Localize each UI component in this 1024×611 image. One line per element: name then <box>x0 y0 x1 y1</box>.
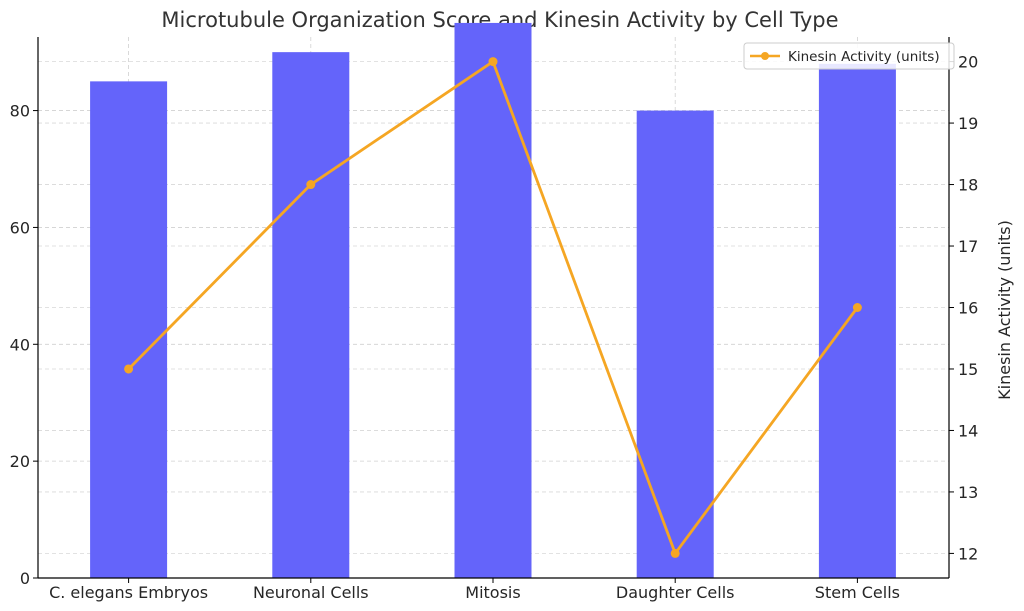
x-tick-label: C. elegans Embryos <box>49 583 208 602</box>
right-tick-label: 17 <box>958 237 978 256</box>
right-tick-label: 12 <box>958 544 978 563</box>
x-tick-label: Neuronal Cells <box>253 583 369 602</box>
bar <box>818 63 896 578</box>
right-y-ticks: 12 13 14 15 16 17 18 19 20 <box>949 53 978 563</box>
kinesin-point <box>488 57 498 67</box>
kinesin-point <box>670 548 680 558</box>
right-tick-label: 15 <box>958 360 978 379</box>
right-tick-label: 18 <box>958 176 978 195</box>
bar <box>454 22 532 578</box>
bar <box>636 110 714 579</box>
left-y-ticks: 0 20 40 60 80 <box>10 102 38 588</box>
x-tick-label: Daughter Cells <box>616 583 735 602</box>
legend-entry: Kinesin Activity (units) <box>788 49 940 65</box>
x-tick-label: Stem Cells <box>815 583 900 602</box>
legend-box <box>743 42 955 70</box>
bars <box>90 22 896 579</box>
right-tick-label: 13 <box>958 483 978 502</box>
right-axis-label: Kinesin Activity (units) <box>995 220 1014 400</box>
left-tick-label: 20 <box>10 452 30 471</box>
left-tick-label: 60 <box>10 218 30 237</box>
left-tick-label: 0 <box>20 569 30 588</box>
right-tick-label: 14 <box>958 421 978 440</box>
legend-marker <box>761 52 769 60</box>
right-tick-label: 16 <box>958 299 978 318</box>
x-ticks: C. elegans Embryos Neuronal Cells Mitosis D… <box>49 578 900 602</box>
bar <box>90 81 168 578</box>
x-tick-label: Mitosis <box>465 583 520 602</box>
right-tick-label: 20 <box>958 53 978 72</box>
kinesin-line-series <box>124 57 862 558</box>
kinesin-point <box>306 180 316 190</box>
left-tick-label: 80 <box>10 102 30 121</box>
kinesin-point <box>124 364 134 374</box>
legend: Kinesin Activity (units) <box>743 42 955 70</box>
kinesin-point <box>852 303 862 312</box>
right-tick-label: 19 <box>958 114 978 133</box>
left-tick-label: 40 <box>10 335 30 354</box>
bar <box>272 52 350 578</box>
